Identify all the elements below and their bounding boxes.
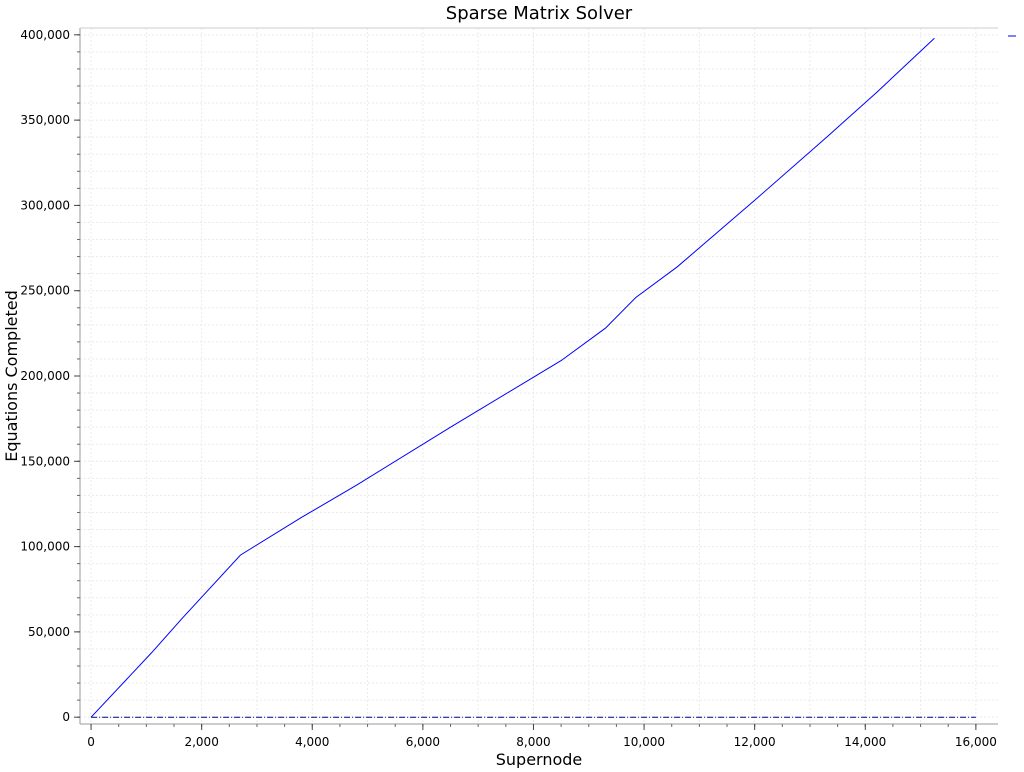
x-tick-label: 6,000 bbox=[406, 735, 440, 749]
x-tick-label: 12,000 bbox=[734, 735, 776, 749]
y-tick-label: 0 bbox=[62, 710, 70, 724]
y-tick-label: 400,000 bbox=[20, 28, 70, 42]
x-tick-label: 14,000 bbox=[844, 735, 886, 749]
x-tick-label: 2,000 bbox=[184, 735, 218, 749]
y-tick-label: 350,000 bbox=[20, 113, 70, 127]
y-tick-label: 250,000 bbox=[20, 284, 70, 298]
x-tick-label: 4,000 bbox=[295, 735, 329, 749]
x-tick-label: 10,000 bbox=[623, 735, 665, 749]
series-layer bbox=[90, 37, 976, 718]
y-tick-label: 200,000 bbox=[20, 369, 70, 383]
y-tick-label: 100,000 bbox=[20, 540, 70, 554]
x-tick-label: 0 bbox=[87, 735, 95, 749]
series-line-main bbox=[90, 37, 935, 718]
axis-layer: 0 2,000 4,000 6,000 8,000 10,000 12,000 14,000 1… bbox=[20, 27, 998, 749]
chart-title: Sparse Matrix Solver bbox=[446, 3, 633, 24]
x-tick-label: 8,000 bbox=[516, 735, 550, 749]
y-tick-label: 300,000 bbox=[20, 198, 70, 212]
x-axis-label: Supernode bbox=[496, 750, 583, 768]
y-axis-label: Equations Completed bbox=[2, 290, 21, 462]
y-tick-label: 150,000 bbox=[20, 454, 70, 468]
y-tick-label: 50,000 bbox=[28, 625, 70, 639]
x-tick-label: 16,000 bbox=[955, 735, 997, 749]
